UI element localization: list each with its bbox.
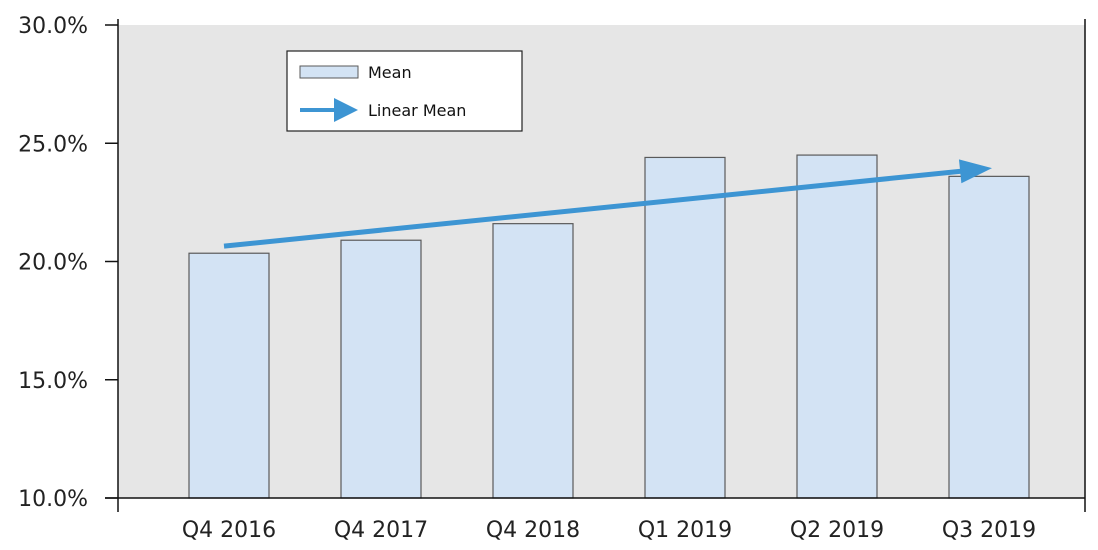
y-tick-label: 20.0% <box>18 251 88 276</box>
x-tick-label: Q2 2019 <box>790 518 884 543</box>
y-tick-label: 25.0% <box>18 132 88 157</box>
x-tick-label: Q4 2016 <box>182 518 276 543</box>
trend-group <box>223 159 992 249</box>
legend-box <box>286 50 523 132</box>
bar-q3-2019 <box>948 175 1030 499</box>
bars-group <box>188 154 1030 499</box>
legend: Mean Linear Mean <box>286 50 523 132</box>
trend-line <box>223 168 963 249</box>
y-tick-label: 15.0% <box>18 369 88 394</box>
bar-q1-2019 <box>644 156 726 499</box>
legend-label-mean: Mean <box>368 63 412 82</box>
bar-q4-2016 <box>188 252 270 499</box>
x-tick-label: Q1 2019 <box>638 518 732 543</box>
bar-q4-2018 <box>492 223 574 499</box>
trend-arrowhead <box>958 159 992 184</box>
legend-swatch-trend-arrowhead <box>334 98 358 122</box>
x-tick-label: Q4 2018 <box>486 518 580 543</box>
axes-group: 10.0% 15.0% 20.0% 25.0% 30.0% Q4 2016 Q4 2017 Q… <box>18 14 1086 543</box>
x-tick-label: Q4 2017 <box>334 518 428 543</box>
legend-swatch-mean <box>299 65 359 79</box>
plot-area <box>118 25 1085 498</box>
y-tick-label: 10.0% <box>18 487 88 512</box>
legend-label-trend: Linear Mean <box>368 101 466 120</box>
y-tick-label: 30.0% <box>18 14 88 39</box>
bar-q4-2017 <box>340 239 422 499</box>
bar-q2-2019 <box>796 154 878 499</box>
x-tick-label: Q3 2019 <box>942 518 1036 543</box>
